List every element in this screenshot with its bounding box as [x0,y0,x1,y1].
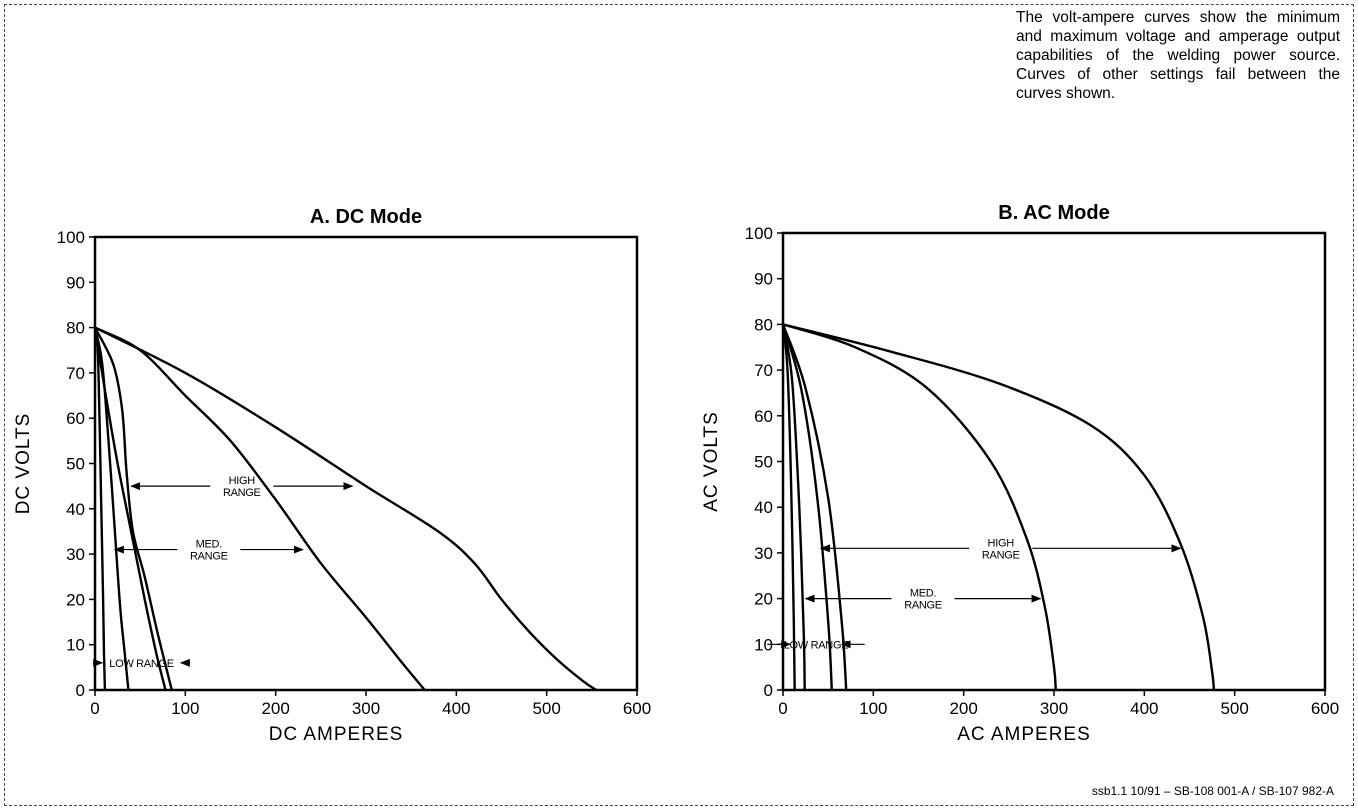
x-tick-label: 400 [1130,699,1158,718]
x-tick-label: 100 [859,699,887,718]
y-tick-label: 20 [66,590,85,609]
y-tick-label: 40 [66,500,85,519]
ac-mode-chart: B. AC Mode 0 10 20 30 40 50 60 70 80 90 100 0 100 200 3… [701,202,1339,745]
y-tick-label: 10 [754,635,773,654]
x-axis-label: AC AMPERES [957,724,1091,745]
annotation-label: MED. [910,588,937,600]
chart-title: A. DC Mode [310,206,422,228]
curve-2 [93,327,130,691]
curve-3 [781,324,833,691]
y-tick-label: 90 [66,273,85,292]
y-tick-label: 40 [754,498,773,517]
curve-6 [94,326,598,692]
annotation-label: MED. [196,539,223,551]
x-tick-label: 200 [949,699,977,718]
footer-code: ssb1.1 10/91 – SB-108 001-A / SB-107 982… [1091,784,1334,798]
y-tick-label: 50 [66,455,85,474]
annotation-label: HIGH [229,475,256,487]
x-tick-label: 600 [623,699,651,718]
curve-1 [781,324,796,691]
x-tick-label: 100 [171,699,199,718]
x-tick-label: 600 [1311,699,1339,718]
x-axis-label: DC AMPERES [269,724,404,745]
x-tick-label: 300 [1040,699,1068,718]
y-tick-label: 10 [66,636,85,655]
annotation-label: HIGH [988,537,1015,549]
x-tick-label: 0 [90,699,99,718]
y-tick-label: 20 [754,590,773,609]
plot-frame [93,235,639,692]
plot-frame [781,231,1327,692]
chart-title: B. AC Mode [998,202,1109,224]
annotation-label: RANGE [904,600,942,612]
y-tick-label: 70 [66,364,85,383]
annotation-label: RANGE [982,549,1020,561]
page-frame [4,4,1354,806]
curve-6 [782,323,1216,691]
curve-2 [781,324,806,691]
y-tick-label: 100 [745,224,773,243]
y-tick-label: 80 [754,315,773,334]
y-tick-label: 30 [754,544,773,563]
annotation-label: RANGE [223,487,261,499]
x-tick-label: 200 [261,699,289,718]
x-tick-label: 300 [352,699,380,718]
description-text: The volt-ampere curves show the minimum … [1016,9,1340,102]
annotation-label: LOW RANGE [784,639,849,651]
x-tick-label: 0 [778,699,787,718]
x-tick-label: 500 [1220,699,1248,718]
curve-5 [782,323,1057,691]
y-tick-label: 30 [66,545,85,564]
x-tick-label: 500 [532,699,560,718]
y-tick-label: 60 [754,407,773,426]
y-tick-label: 80 [66,319,85,338]
y-axis-label: DC VOLTS [13,413,34,515]
x-tick-label: 400 [442,699,470,718]
annotation-label: LOW RANGE [109,658,174,670]
curve-4 [781,323,848,691]
curve-5 [94,326,426,691]
curve-4 [93,327,173,691]
y-axis-label: AC VOLTS [701,411,722,512]
y-tick-label: 0 [764,681,773,700]
y-tick-label: 100 [57,228,85,247]
y-tick-label: 50 [754,453,773,472]
y-tick-label: 60 [66,409,85,428]
annotation-label: RANGE [190,551,228,563]
y-tick-label: 0 [76,681,85,700]
dc-mode-chart: A. DC Mode 0 10 20 30 40 50 60 70 80 90 100 0 100 200 3… [13,206,651,745]
y-tick-label: 70 [754,361,773,380]
y-tick-label: 90 [754,270,773,289]
curve-3 [93,327,167,691]
